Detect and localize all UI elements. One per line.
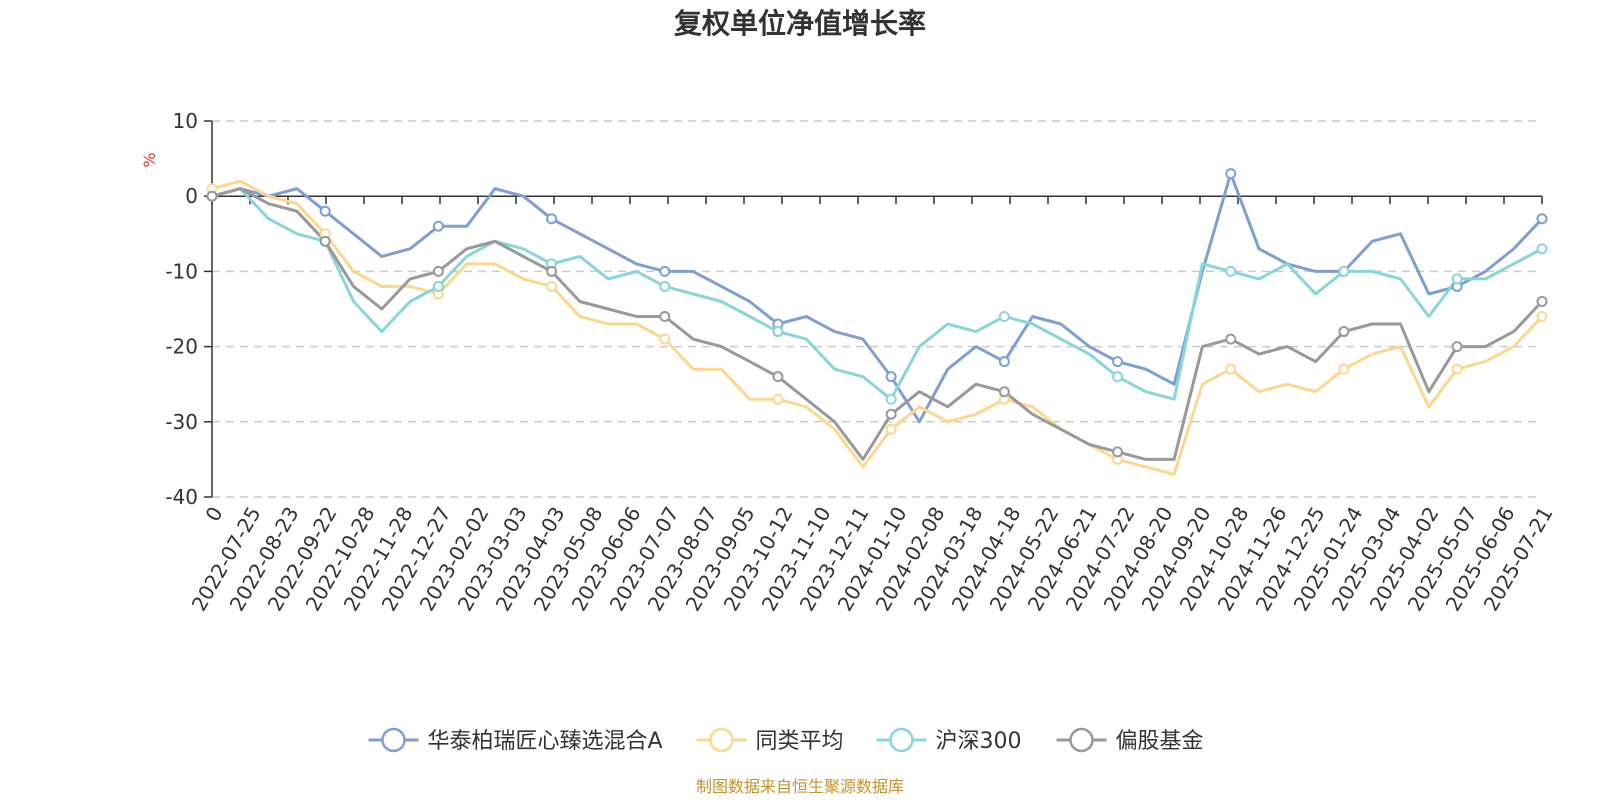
y-tick-label: -30 (165, 410, 198, 434)
data-point (432, 280, 444, 292)
y-tick-label: -40 (165, 485, 198, 509)
y-tick-label: -20 (165, 335, 198, 359)
data-point (206, 190, 218, 202)
data-point (998, 386, 1010, 398)
data-point (319, 235, 331, 247)
data-point (1338, 265, 1350, 277)
data-point (772, 326, 784, 338)
legend-marker (381, 727, 406, 753)
y-tick-label: 0 (185, 184, 198, 208)
source-note: 制图数据来自恒生聚源数据库 (696, 777, 904, 796)
legend-marker (1069, 727, 1094, 753)
data-point (1536, 295, 1548, 307)
data-point (659, 280, 671, 292)
legend: 华泰柏瑞匠心臻选混合A 同类平均 沪深300 偏股基金 (368, 727, 1204, 754)
y-tick-label: 10 (173, 109, 198, 133)
data-point (659, 265, 671, 277)
data-point (772, 371, 784, 383)
legend-label: 沪深300 (936, 729, 1022, 754)
legend-item: 同类平均 (696, 727, 844, 754)
data-point (1338, 326, 1350, 338)
data-point (1112, 446, 1124, 458)
data-point (1536, 243, 1548, 255)
data-point (546, 265, 558, 277)
data-point (1536, 213, 1548, 225)
axes: 100-10-20-30-4002022-07-252022-08-232022… (165, 109, 1557, 615)
data-point (1338, 363, 1350, 375)
data-point (432, 220, 444, 232)
data-point (885, 393, 897, 405)
data-point (1451, 273, 1463, 285)
data-point (1451, 363, 1463, 375)
data-point (772, 393, 784, 405)
legend-item: 华泰柏瑞匠心臻选混合A (368, 727, 663, 754)
data-point (885, 371, 897, 383)
data-point (659, 311, 671, 323)
series-lines (211, 172, 1544, 476)
x-tick-label: 0 (200, 503, 227, 526)
legend-marker (709, 727, 734, 753)
data-point (885, 423, 897, 435)
legend-label: 华泰柏瑞匠心臻选混合A (428, 729, 663, 754)
data-point (546, 213, 558, 225)
series-markers (206, 168, 1548, 465)
data-point (659, 333, 671, 345)
grid-lines (212, 120, 1542, 498)
data-point (546, 280, 558, 292)
data-point (1225, 333, 1237, 345)
data-point (319, 205, 331, 217)
chart-title: 复权单位净值增长率 (674, 7, 926, 40)
legend-item: 偏股基金 (1056, 727, 1204, 754)
data-point (432, 265, 444, 277)
data-point (1225, 363, 1237, 375)
y-tick-label: -10 (165, 259, 198, 283)
data-point (1451, 341, 1463, 353)
series-line-0 (211, 172, 1544, 424)
data-point (1112, 356, 1124, 368)
legend-item: 沪深300 (876, 727, 1022, 754)
data-point (998, 356, 1010, 368)
legend-label: 同类平均 (756, 729, 844, 754)
y-axis-unit: % (140, 152, 159, 167)
data-point (1225, 265, 1237, 277)
data-point (885, 408, 897, 420)
data-point (998, 311, 1010, 323)
series-line-3 (211, 187, 1544, 461)
legend-marker (889, 727, 914, 753)
data-point (1536, 311, 1548, 323)
legend-label: 偏股基金 (1116, 729, 1204, 754)
data-point (1225, 168, 1237, 180)
data-point (1112, 371, 1124, 383)
